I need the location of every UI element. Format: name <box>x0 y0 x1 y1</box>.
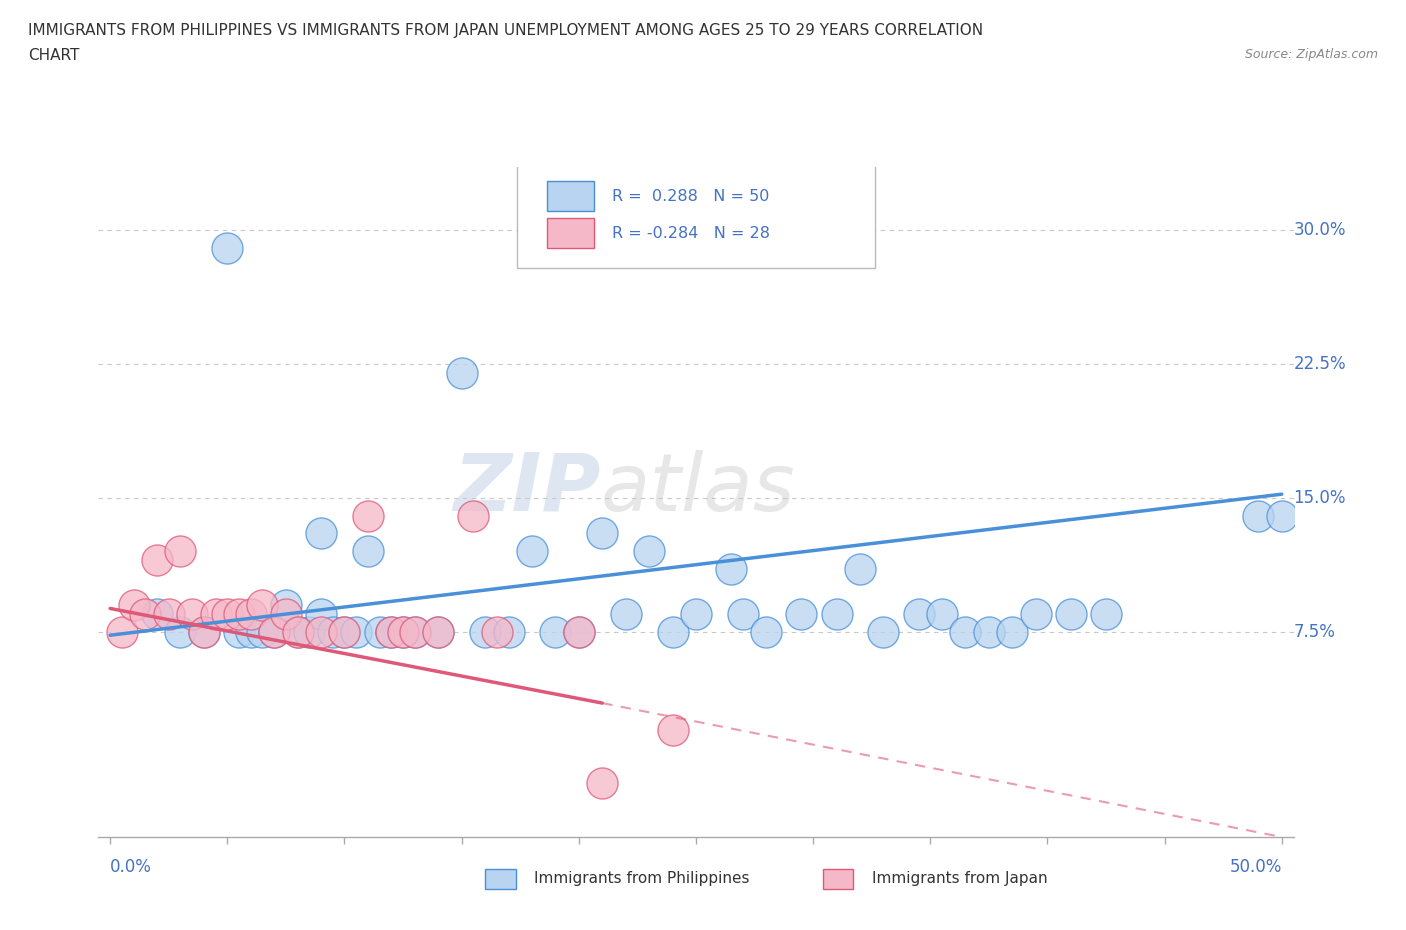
Point <box>450 365 472 380</box>
Point <box>977 624 1000 639</box>
Point <box>755 624 778 639</box>
Point <box>1025 606 1047 621</box>
Text: 22.5%: 22.5% <box>1294 355 1346 373</box>
Point <box>380 624 402 639</box>
Point <box>1247 508 1270 523</box>
Point <box>591 776 613 790</box>
Point <box>731 606 754 621</box>
Point <box>239 606 262 621</box>
Text: Source: ZipAtlas.com: Source: ZipAtlas.com <box>1244 48 1378 61</box>
Point <box>474 624 496 639</box>
Point <box>661 723 683 737</box>
Point <box>169 544 191 559</box>
Text: ZIP: ZIP <box>453 450 600 528</box>
Text: 15.0%: 15.0% <box>1294 489 1346 507</box>
Point <box>614 606 637 621</box>
Point <box>146 552 169 567</box>
FancyBboxPatch shape <box>547 180 595 211</box>
Point <box>392 624 415 639</box>
Point <box>298 624 321 639</box>
Point <box>720 562 742 577</box>
Point <box>849 562 872 577</box>
Point <box>591 526 613 541</box>
Point <box>404 624 426 639</box>
Point <box>157 606 180 621</box>
Text: 0.0%: 0.0% <box>110 858 152 876</box>
Point <box>309 606 332 621</box>
Point <box>357 544 380 559</box>
Point <box>638 544 661 559</box>
Point <box>122 597 145 612</box>
Point <box>322 624 344 639</box>
Text: atlas: atlas <box>600 450 796 528</box>
Text: R =  0.288   N = 50: R = 0.288 N = 50 <box>612 189 769 204</box>
Point <box>333 624 356 639</box>
Point <box>790 606 813 621</box>
Point <box>228 606 250 621</box>
Point <box>427 624 450 639</box>
Point <box>263 624 285 639</box>
Point <box>368 624 391 639</box>
Point <box>907 606 929 621</box>
Point <box>217 606 239 621</box>
Point <box>169 624 191 639</box>
Point <box>333 624 356 639</box>
Point <box>1060 606 1083 621</box>
Text: 30.0%: 30.0% <box>1294 221 1346 239</box>
Point <box>252 624 274 639</box>
Y-axis label: Unemployment Among Ages 25 to 29 years: Unemployment Among Ages 25 to 29 years <box>0 342 7 662</box>
Point <box>955 624 977 639</box>
Point <box>228 624 250 639</box>
Point <box>309 526 332 541</box>
Point <box>380 624 402 639</box>
Text: 7.5%: 7.5% <box>1294 623 1336 641</box>
Point <box>217 240 239 255</box>
Text: R = -0.284   N = 28: R = -0.284 N = 28 <box>612 225 770 241</box>
Point <box>520 544 543 559</box>
Bar <box>823 869 853 889</box>
Point <box>1271 508 1294 523</box>
Point <box>498 624 520 639</box>
Text: IMMIGRANTS FROM PHILIPPINES VS IMMIGRANTS FROM JAPAN UNEMPLOYMENT AMONG AGES 25 : IMMIGRANTS FROM PHILIPPINES VS IMMIGRANT… <box>28 23 983 38</box>
Point <box>1001 624 1024 639</box>
Point <box>287 624 309 639</box>
Point <box>825 606 848 621</box>
Point <box>309 624 332 639</box>
Point <box>274 597 297 612</box>
Point <box>685 606 707 621</box>
Point <box>427 624 450 639</box>
Point <box>544 624 567 639</box>
Text: Immigrants from Japan: Immigrants from Japan <box>872 871 1047 886</box>
Point <box>146 606 169 621</box>
Bar <box>485 869 516 889</box>
Text: CHART: CHART <box>28 48 80 63</box>
Point <box>404 624 426 639</box>
Point <box>134 606 156 621</box>
Point <box>568 624 591 639</box>
Point <box>344 624 367 639</box>
Point <box>193 624 215 639</box>
Point <box>463 508 485 523</box>
Point <box>661 624 683 639</box>
Point <box>263 624 285 639</box>
Text: Immigrants from Philippines: Immigrants from Philippines <box>534 871 749 886</box>
Text: 50.0%: 50.0% <box>1229 858 1282 876</box>
Point <box>872 624 894 639</box>
Point <box>204 606 226 621</box>
Point <box>357 508 380 523</box>
Point <box>1095 606 1118 621</box>
Point <box>274 606 297 621</box>
Point <box>568 624 591 639</box>
Point <box>392 624 415 639</box>
FancyBboxPatch shape <box>517 161 875 268</box>
Point <box>193 624 215 639</box>
Point <box>252 597 274 612</box>
Point <box>111 624 134 639</box>
Point <box>287 624 309 639</box>
Point <box>239 624 262 639</box>
FancyBboxPatch shape <box>547 218 595 247</box>
Point <box>485 624 508 639</box>
Point <box>931 606 953 621</box>
Point <box>181 606 204 621</box>
